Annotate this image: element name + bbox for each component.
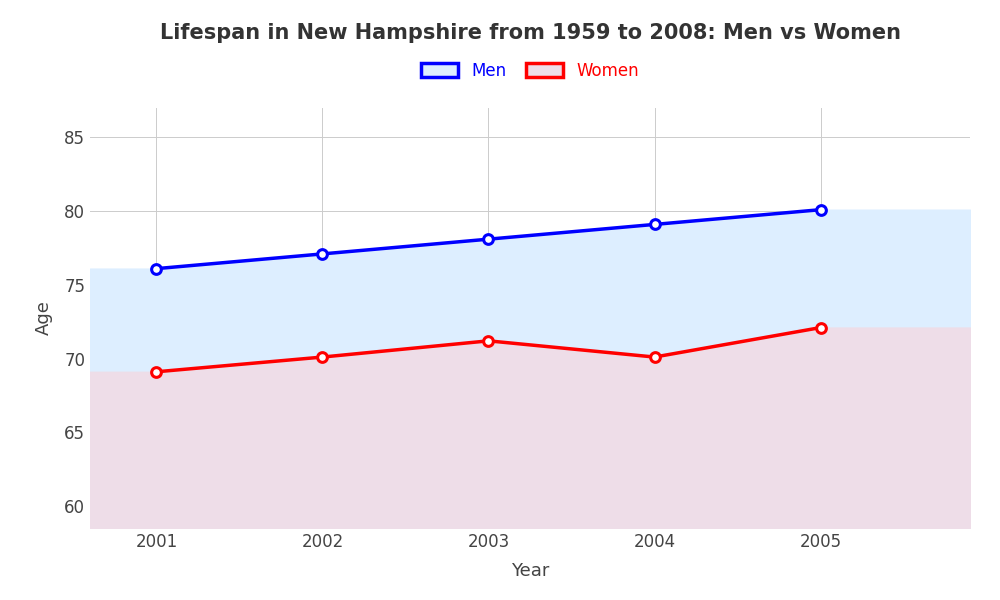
Legend: Men, Women: Men, Women (421, 62, 639, 80)
Y-axis label: Age: Age (35, 301, 53, 335)
X-axis label: Year: Year (511, 562, 549, 580)
Title: Lifespan in New Hampshire from 1959 to 2008: Men vs Women: Lifespan in New Hampshire from 1959 to 2… (160, 23, 900, 43)
